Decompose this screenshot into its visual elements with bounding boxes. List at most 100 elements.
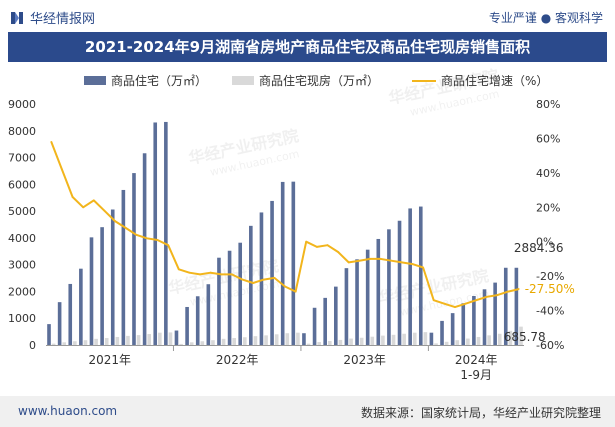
line-point (92, 199, 95, 202)
line-point (103, 209, 106, 212)
y-left-tick-label: 7000 (8, 152, 36, 165)
y-left-tick-label: 9000 (8, 98, 36, 111)
line-point (390, 259, 393, 262)
bar-existing-housing (359, 337, 364, 345)
line-point (262, 278, 265, 281)
bar-commercial-housing (280, 181, 285, 345)
y-left-tick-label: 1000 (8, 312, 36, 325)
brand-name: 华经情报网 (30, 12, 96, 27)
line-point (496, 294, 499, 296)
bar-existing-housing (466, 338, 470, 345)
bar-commercial-housing (302, 333, 306, 345)
bar-existing-housing (158, 332, 162, 345)
footer-url[interactable]: www.huaon.com (18, 404, 118, 418)
bar-commercial-housing (418, 206, 423, 345)
bar-commercial-housing (514, 267, 519, 345)
bar-commercial-housing (344, 268, 349, 345)
bar-commercial-housing (376, 238, 381, 345)
bar-commercial-housing (450, 313, 455, 345)
bar-existing-housing (455, 340, 460, 345)
bar-existing-housing (317, 342, 321, 345)
line-point (475, 299, 478, 302)
bar-commercial-housing (259, 212, 264, 345)
bar-existing-housing (306, 343, 311, 345)
line-point (454, 306, 456, 309)
bar-existing-housing (51, 343, 56, 345)
chart-area: 华经产业研究院 www.huaon.com 华经产业研究院 www.huaon.com… (0, 64, 615, 394)
annotation-growth: -27.50% (525, 282, 575, 296)
bar-existing-housing (253, 336, 258, 345)
combo-chart: 华经产业研究院www.huaon.com华经产业研究院www.huaon.com… (8, 66, 575, 382)
legend-swatch-2 (232, 76, 254, 85)
bar-existing-housing (200, 341, 205, 345)
bar-commercial-housing (238, 242, 243, 345)
x-group-label: 2022年 (216, 353, 259, 367)
bar-commercial-housing (79, 268, 83, 345)
legend-label-1: 商品住宅（万㎡） (111, 73, 207, 88)
bar-existing-housing (327, 340, 332, 345)
bar-commercial-housing (57, 302, 62, 345)
bar-commercial-housing (174, 330, 179, 345)
bar-commercial-housing (387, 229, 391, 345)
line-point (61, 168, 63, 171)
legend-label-3: 商品住宅增速（%） (441, 73, 548, 88)
y-left-tick-label: 6000 (8, 178, 36, 191)
line-point (369, 258, 371, 260)
bar-existing-housing (476, 336, 481, 345)
bar-existing-housing (444, 341, 449, 345)
bar-commercial-housing (68, 283, 73, 345)
line-point (305, 240, 308, 243)
line-point (230, 273, 233, 276)
y-right-tick-label: 0% (536, 236, 553, 249)
bar-existing-housing (338, 339, 343, 345)
bar-existing-housing (136, 335, 141, 345)
bar-existing-housing (104, 338, 109, 345)
line-point (337, 251, 340, 253)
bar-commercial-housing (429, 332, 434, 345)
line-point (135, 233, 138, 236)
line-point (347, 261, 350, 264)
bar-existing-housing (412, 332, 417, 345)
bar-commercial-housing (493, 282, 497, 345)
bar-existing-housing (94, 338, 98, 345)
bar-commercial-housing (100, 227, 104, 345)
line-point (284, 285, 286, 288)
bar-existing-housing (179, 343, 183, 345)
y-right-tick-label: 80% (536, 98, 560, 111)
bar-commercial-housing (110, 209, 115, 345)
bar-commercial-housing (365, 249, 370, 345)
line-point (209, 271, 212, 274)
line-point (379, 258, 382, 260)
line-point (464, 302, 467, 305)
line-point (507, 290, 509, 293)
y-right-tick-label: 20% (536, 201, 560, 214)
tagline: 专业严谨 ● 客观科学 (488, 11, 603, 25)
bar-existing-housing (147, 334, 152, 345)
bar-existing-housing (264, 335, 268, 345)
brand-logo-icon (11, 11, 23, 24)
bar-existing-housing (232, 338, 237, 345)
bar-commercial-housing (270, 200, 274, 345)
bar-existing-housing (402, 333, 406, 345)
chart-title: 2021-2024年9月湖南省房地产商品住宅及商品住宅现房销售面积 (8, 32, 607, 62)
bar-commercial-housing (503, 267, 508, 345)
x-group-label: 1-9月 (460, 368, 492, 382)
bar-existing-housing (370, 336, 375, 345)
bar-existing-housing (285, 333, 290, 345)
top-bar: 华经情报网 专业严谨 ● 客观科学 (0, 0, 615, 32)
brand: 华经情报网 (10, 8, 95, 27)
line-point (146, 237, 148, 240)
line-point (432, 299, 435, 302)
bar-commercial-housing (472, 295, 476, 345)
x-group-label: 2024年 (455, 353, 498, 367)
line-point (199, 273, 201, 276)
annotation-commercial: 2884.36 (514, 241, 564, 255)
line-point (358, 259, 361, 262)
bar-existing-housing (126, 335, 130, 345)
bar-commercial-housing (217, 257, 221, 345)
bar-commercial-housing (206, 284, 211, 345)
bar-commercial-housing (355, 259, 359, 345)
bar-existing-housing (62, 342, 67, 345)
line-point (326, 244, 329, 247)
line-point (71, 196, 74, 198)
